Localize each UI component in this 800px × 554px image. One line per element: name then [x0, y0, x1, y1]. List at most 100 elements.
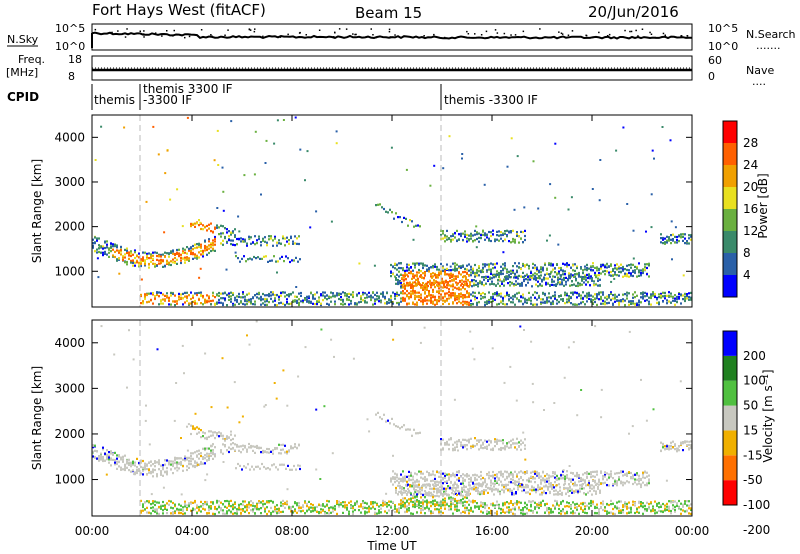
velocity-cell: [312, 510, 314, 513]
power-cell: [432, 288, 434, 291]
power-cell: [260, 241, 262, 244]
power-cell: [123, 126, 126, 129]
velocity-cell: [526, 470, 528, 473]
velocity-cell: [450, 481, 452, 484]
velocity-cell: [595, 483, 597, 486]
velocity-cell: [114, 451, 116, 454]
nsky-dot: [654, 36, 656, 39]
power-cell: [250, 242, 252, 245]
power-cell: [564, 270, 566, 273]
power-cell: [182, 303, 184, 306]
power-colorbar-swatch: [723, 275, 737, 297]
power-y-tick-label: 1000: [54, 264, 85, 278]
velocity-cell: [388, 509, 390, 512]
velocity-cell: [493, 493, 495, 496]
power-cell: [112, 245, 114, 248]
velocity-cell: [348, 501, 350, 504]
power-cell: [618, 301, 620, 304]
chart-title: Fort Hays West (fitACF): [92, 1, 266, 19]
power-cell: [262, 302, 264, 305]
power-cell: [626, 297, 628, 300]
velocity-cell: [454, 441, 456, 444]
power-cell: [532, 262, 534, 265]
velocity-cell: [418, 506, 420, 509]
velocity-cell: [464, 438, 466, 441]
power-cell: [634, 269, 636, 272]
velocity-cell: [176, 461, 178, 464]
power-cell: [246, 242, 248, 245]
power-cell: [486, 302, 488, 305]
power-cell: [106, 246, 108, 249]
velocity-cell: [490, 474, 492, 478]
velocity-cell: [512, 478, 514, 481]
power-cell: [290, 292, 292, 296]
power-cell: [454, 265, 456, 268]
power-cell: [110, 250, 112, 253]
velocity-cell: [375, 413, 377, 416]
power-cell: [500, 265, 502, 268]
velocity-cell: [390, 479, 392, 482]
velocity-cell: [242, 509, 244, 512]
velocity-cell: [420, 511, 422, 514]
velocity-cell: [500, 470, 502, 473]
velocity-cell: [480, 474, 482, 477]
nsky-dot: [253, 30, 256, 33]
velocity-cell: [596, 470, 598, 473]
power-cell: [448, 284, 450, 287]
power-cell: [346, 293, 348, 296]
velocity-cell: [162, 474, 164, 477]
power-cell: [630, 274, 632, 277]
power-cell: [244, 238, 246, 241]
velocity-cell: [458, 471, 460, 474]
velocity-cell: [398, 511, 400, 514]
velocity-cell: [100, 456, 102, 459]
velocity-cell: [403, 488, 405, 492]
velocity-cell: [226, 435, 228, 438]
power-cell: [402, 274, 404, 277]
power-cell: [362, 293, 364, 296]
power-cell: [390, 296, 392, 299]
power-cell: [348, 298, 350, 301]
power-cell: [248, 300, 250, 303]
power-cell: [444, 299, 446, 302]
power-cell: [572, 293, 574, 296]
power-y-tick-label: 2000: [54, 220, 85, 234]
velocity-cell: [593, 489, 595, 492]
power-cell: [496, 234, 498, 237]
power-cell: [396, 263, 398, 266]
power-cell: [456, 295, 458, 298]
power-cell: [308, 301, 310, 304]
power-cell: [270, 297, 272, 300]
velocity-cell: [453, 493, 455, 496]
velocity-cell: [282, 503, 284, 506]
power-cell: [214, 226, 216, 229]
velocity-cell: [410, 512, 412, 515]
power-cell: [484, 296, 486, 299]
power-cell: [538, 294, 540, 297]
velocity-cell: [214, 512, 216, 516]
nsky-dot: [571, 30, 574, 32]
power-cell: [420, 293, 422, 296]
velocity-cell: [566, 470, 568, 473]
power-cell: [298, 292, 300, 295]
power-cell: [556, 299, 558, 302]
velocity-cell: [172, 463, 174, 466]
power-cell: [288, 242, 290, 245]
nsky-tick-high: 10^5: [55, 22, 85, 35]
power-cell: [402, 269, 404, 272]
power-cell: [590, 265, 592, 268]
power-cell: [438, 297, 440, 300]
velocity-cell: [441, 485, 443, 488]
power-cell: [550, 301, 552, 304]
velocity-cell: [682, 449, 684, 452]
velocity-cell: [156, 508, 158, 511]
velocity-cell: [208, 456, 210, 459]
velocity-cell: [270, 511, 272, 515]
power-cell: [410, 290, 412, 293]
velocity-cell: [196, 455, 198, 458]
power-cell: [134, 264, 136, 267]
power-cell: [408, 282, 410, 285]
power-cell: [312, 302, 314, 305]
power-cell: [234, 234, 236, 237]
power-cell: [420, 286, 422, 289]
